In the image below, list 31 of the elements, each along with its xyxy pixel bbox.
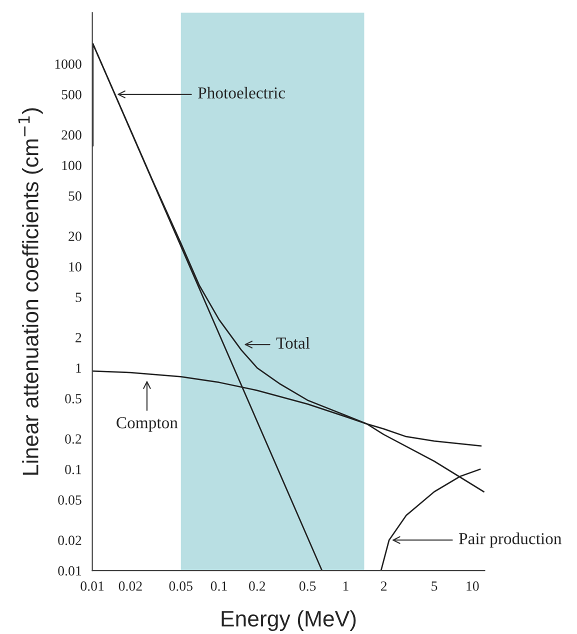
x-tick-label: 5 [432, 582, 438, 591]
y-tick-label: 1000 [55, 59, 82, 69]
x-tick-label: 2 [380, 581, 387, 591]
annotation: Compton [116, 417, 178, 432]
x-tick-label: 0.5 [299, 581, 316, 591]
y-tick-label: 10 [69, 262, 82, 272]
x-tick-label: 10 [466, 581, 479, 591]
y-tick-label: 200 [62, 130, 82, 140]
y-tick-label: 100 [62, 160, 82, 170]
y-tick-label: 20 [68, 232, 82, 242]
y-tick-label: 0.2 [65, 434, 82, 444]
x-tick-label: 0.1 [210, 581, 227, 591]
y-tick-label: 2 [76, 333, 82, 342]
y-axis-title: Linear attenuation coefficients (cm$^{−1}$) [18, 108, 43, 475]
annotation: Total [276, 337, 310, 349]
x-tick-label: 1 [343, 581, 348, 591]
y-tick-label: 0.02 [58, 536, 82, 546]
annotation: Photoelectric [198, 86, 286, 99]
y-tick-label: 50 [68, 191, 82, 201]
annotation: Pair production [459, 532, 562, 548]
y-tick-label: 1 [76, 364, 82, 373]
x-tick-label: 0.05 [169, 581, 192, 591]
x-tick-label: 0.02 [118, 581, 142, 591]
y-tick-label: 5 [76, 292, 82, 302]
y-tick-label: 500 [62, 90, 82, 100]
x-axis-title: Energy (MeV) [222, 610, 356, 631]
y-tick-label: 0.05 [58, 495, 82, 505]
y-tick-label: 0.5 [65, 394, 82, 404]
y-tick-label: 0.01 [58, 566, 82, 576]
y-tick-label: 0.1 [65, 464, 82, 474]
x-tick-label: 0.2 [249, 581, 266, 591]
